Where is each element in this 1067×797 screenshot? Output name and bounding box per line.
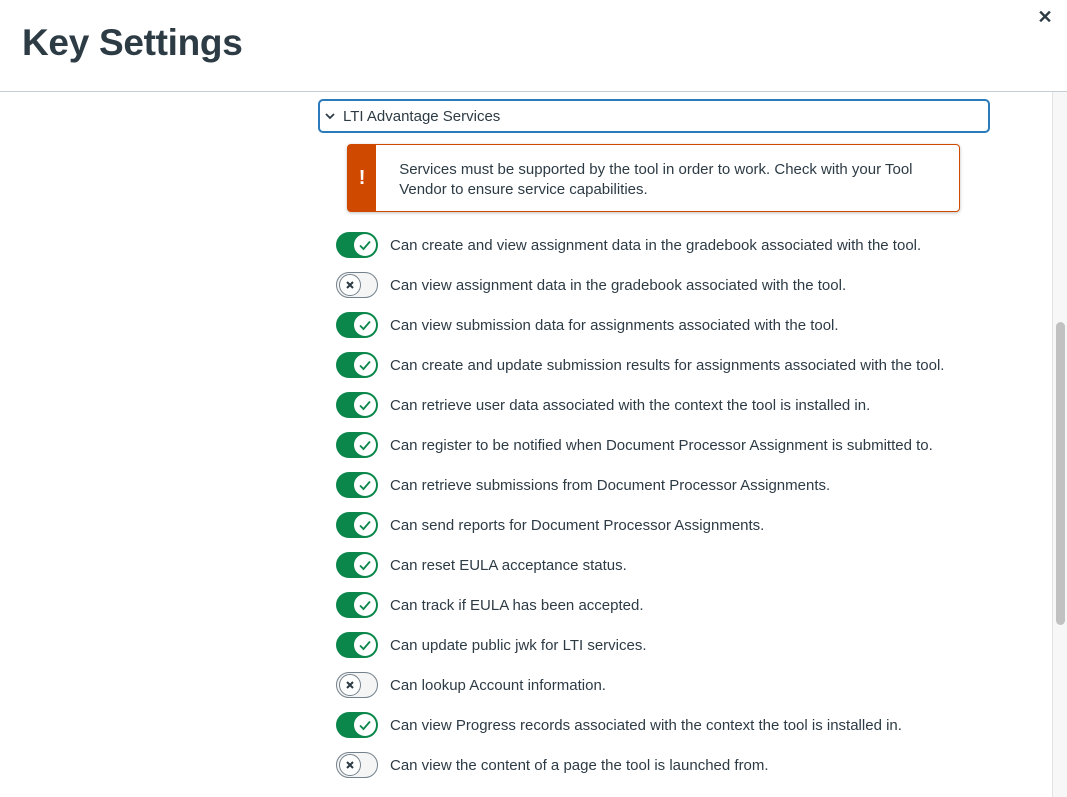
service-row: Can retrieve submissions from Document P… [336,465,944,505]
service-label: Can view submission data for assignments… [390,316,839,334]
service-toggle[interactable] [336,472,378,498]
section-label: LTI Advantage Services [343,107,501,125]
service-row: Can retrieve user data associated with t… [336,385,944,425]
scrollbar[interactable] [1052,92,1067,797]
service-toggle[interactable] [336,392,378,418]
warning-alert: ! Services must be supported by the tool… [347,144,960,212]
service-label: Can retrieve submissions from Document P… [390,476,831,494]
service-toggle[interactable] [336,232,378,258]
page-title: Key Settings [22,22,243,63]
check-icon [354,554,376,576]
service-row: Can view Progress records associated wit… [336,705,944,745]
check-icon [354,314,376,336]
service-toggle[interactable] [336,312,378,338]
service-row: Can view submission data for assignments… [336,305,944,345]
service-label: Can retrieve user data associated with t… [390,396,871,414]
x-icon [339,674,361,696]
service-row: Can create and update submission results… [336,345,944,385]
warning-icon: ! [348,145,377,211]
service-label: Can register to be notified when Documen… [390,436,933,454]
service-row: Can send reports for Document Processor … [336,505,944,545]
modal-header: Key Settings ✕ [0,0,1067,92]
service-row: Can update public jwk for LTI services. [336,625,944,665]
service-row: Can view the content of a page the tool … [336,745,944,785]
service-toggle[interactable] [336,552,378,578]
service-label: Can view assignment data in the gradeboo… [390,276,847,294]
service-label: Can track if EULA has been accepted. [390,596,644,614]
service-toggle[interactable] [336,632,378,658]
service-label: Can lookup Account information. [390,676,606,694]
check-icon [354,594,376,616]
service-toggle[interactable] [336,272,378,298]
service-label: Can view the content of a page the tool … [390,756,769,774]
scrollbar-thumb[interactable] [1056,322,1065,625]
chevron-down-icon [325,113,335,120]
service-label: Can update public jwk for LTI services. [390,636,647,654]
service-label: Can create and update submission results… [390,356,945,374]
service-toggle[interactable] [336,592,378,618]
service-toggle[interactable] [336,352,378,378]
service-row: Can view assignment data in the gradeboo… [336,265,944,305]
service-label: Can create and view assignment data in t… [390,236,922,254]
check-icon [354,234,376,256]
alert-message: Services must be supported by the tool i… [399,161,913,198]
service-label: Can view Progress records associated wit… [390,716,902,734]
service-row: Can lookup Account information. [336,665,944,705]
service-row: Can track if EULA has been accepted. [336,585,944,625]
service-row: Can create and view assignment data in t… [336,225,944,265]
check-icon [354,634,376,656]
check-icon [354,354,376,376]
service-row: Can reset EULA acceptance status. [336,545,944,585]
check-icon [354,394,376,416]
close-icon[interactable]: ✕ [1037,7,1053,27]
check-icon [354,514,376,536]
x-icon [339,274,361,296]
service-toggle[interactable] [336,712,378,738]
x-icon [339,754,361,776]
service-toggle[interactable] [336,752,378,778]
check-icon [354,474,376,496]
service-row: Can register to be notified when Documen… [336,425,944,465]
service-toggle[interactable] [336,432,378,458]
check-icon [354,714,376,736]
lti-advantage-services-toggle[interactable]: LTI Advantage Services [318,99,990,133]
service-toggle[interactable] [336,512,378,538]
service-label: Can send reports for Document Processor … [390,516,765,534]
services-list: Can create and view assignment data in t… [336,225,944,785]
service-toggle[interactable] [336,672,378,698]
check-icon [354,434,376,456]
service-label: Can reset EULA acceptance status. [390,556,627,574]
